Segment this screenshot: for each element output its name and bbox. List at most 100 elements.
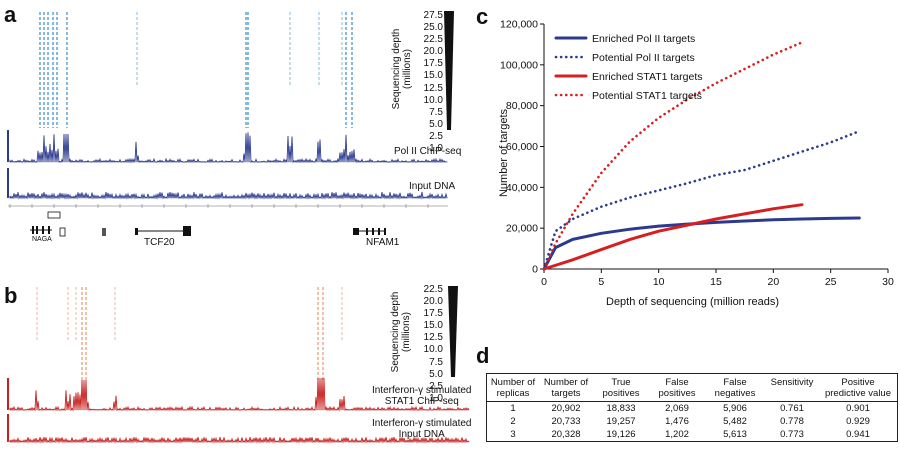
depth-wedge (448, 286, 458, 377)
panel-a-depth-tick: 10.0 (423, 94, 443, 106)
gene-exon (135, 228, 138, 235)
table-cell: 5,613 (723, 429, 747, 440)
panel-b-depth-tick: 12.5 (423, 332, 443, 344)
panel-b-track2-label-line1: Interferon-γ stimulated (372, 418, 472, 429)
table-cell: 0.773 (780, 429, 804, 440)
panel-a-gene-naga: NAGA (32, 236, 52, 243)
panel-b-track2-label-line2: Input DNA (398, 429, 445, 440)
table-cell: 1,202 (665, 429, 689, 440)
panel-a-depth-tick: 5.0 (429, 118, 443, 130)
x-tick-label: 0 (541, 276, 547, 288)
track2-signal (9, 191, 448, 200)
series-line-4 (542, 41, 804, 271)
panel-b-depth-tick: 20.0 (423, 296, 443, 308)
panel-a-depth-tick: 22.5 (423, 34, 443, 46)
series-line-1 (542, 216, 861, 271)
table-cell: 18,833 (606, 403, 636, 414)
table-cell: 20,902 (551, 403, 581, 414)
panel-b-depth-tick: 22.5 (423, 284, 443, 295)
panel-a-gene-nfam1: NFAM1 (366, 237, 400, 248)
gene-small (47, 211, 61, 219)
panel-b-track1-label-line1: Interferon-γ stimulated (372, 385, 472, 396)
table-cell: 0.761 (780, 403, 804, 414)
legend-label-1: Enriched Pol II targets (592, 33, 695, 45)
panel-a-track1-label: Pol II ChIP-seq (394, 146, 462, 157)
gene-exon (372, 228, 374, 235)
table-cell: 5,482 (723, 416, 747, 427)
th-ppv: Positive predictive value (819, 373, 898, 402)
panel-b-track2-label: Interferon-γ stimulated Input DNA (372, 418, 472, 440)
gene-exon (378, 228, 380, 235)
x-tick-label: 10 (653, 276, 665, 288)
th-targets: Number of targets (539, 373, 593, 402)
panel-b-depth-ticks: 22.5 20.0 17.5 15.0 12.5 10.0 7.5 5.0 2.5 1.0 (415, 284, 443, 405)
panel-b-track1-label-line2: STAT1 ChIP-seq (384, 396, 459, 407)
panel-a-depth-ticks: 27.5 25.0 22.5 20.0 17.5 15.0 12.5 10.0 7.5 5.0 2.… (415, 10, 443, 155)
x-tick-label: 15 (710, 276, 722, 288)
panel-b-depth-label-line1: Sequencing depth (390, 291, 401, 373)
legend-label-3: Enriched STAT1 targets (592, 71, 703, 83)
table-cell: 19,126 (606, 429, 636, 440)
series-line-2 (542, 129, 861, 271)
table-row: 2 20,733 19,257 1,476 5,482 0.778 0.929 (487, 415, 898, 428)
table-cell: 0.901 (846, 403, 870, 414)
gene-exon (353, 228, 359, 235)
y-tick-label: 100,000 (500, 59, 538, 71)
table-cell: 0.929 (846, 416, 870, 427)
th-false-neg: False negatives (705, 373, 765, 402)
panel-b-depth-label: Sequencing depth (millions) (390, 287, 414, 377)
th-replicas: Number of replicas (486, 373, 539, 402)
table-cell: 19,257 (606, 416, 636, 427)
panel-a-depth-tick: 7.5 (429, 106, 443, 118)
panel-a-depth-tick: 17.5 (423, 58, 443, 70)
gene-exon (183, 226, 191, 236)
y-tick-label: 20,000 (506, 223, 538, 235)
gene-exon (48, 226, 50, 234)
x-tick-label: 30 (882, 276, 894, 288)
track1-signal (9, 377, 470, 412)
panel-c-xlabel: Depth of sequencing (million reads) (606, 296, 780, 308)
gene-exon (42, 226, 44, 234)
depth-wedge (444, 11, 454, 130)
table-cell: 3 (510, 429, 516, 440)
panel-a-depth-tick: 27.5 (423, 10, 443, 21)
panel-b-depth-tick: 15.0 (423, 320, 443, 332)
panel-b-depth-tick: 2.5 (429, 380, 443, 392)
th-true-pos: True positives (593, 373, 649, 402)
table-cell: 20,328 (551, 429, 581, 440)
panel-a-gene-tcf20: TCF20 (144, 237, 175, 248)
panel-a-depth-tick: 2.5 (429, 130, 443, 142)
table-row: 1 20,902 18,833 2,069 5,906 0.761 0.901 (487, 402, 898, 416)
table-cell: 2 (510, 416, 516, 427)
panel-letter-a: a (4, 2, 17, 27)
table-cell: 0.778 (780, 416, 804, 427)
panel-b-browser (7, 286, 470, 444)
table-cell: 2,069 (665, 403, 689, 414)
th-sensitivity: Sensitivity (765, 373, 819, 402)
gene-small (59, 227, 66, 237)
panel-b-depth-tick: 10.0 (423, 344, 443, 356)
x-tick-label: 20 (767, 276, 779, 288)
panel-b-depth-tick: 7.5 (429, 356, 443, 368)
table-cell: 1 (510, 403, 516, 414)
panel-letter-c: c (476, 4, 489, 29)
panel-b-depth-tick: 17.5 (423, 308, 443, 320)
table-cell: 1,476 (665, 416, 689, 427)
th-false-pos: False positives (649, 373, 705, 402)
replica-stats-table: Number of replicas Number of targets Tru… (486, 373, 898, 442)
gene-exon (384, 228, 386, 235)
panel-letter-b: b (4, 283, 18, 308)
panel-b-track1-label: Interferon-γ stimulated STAT1 ChIP-seq (372, 385, 472, 407)
panel-a-depth-tick: 1.0 (429, 143, 443, 155)
panel-b-depth-label-line2: (millions) (401, 312, 412, 352)
panel-a-depth-tick: 12.5 (423, 82, 443, 94)
gene-exon (32, 226, 34, 234)
table-row: 3 20,328 19,126 1,202 5,613 0.773 0.941 (487, 428, 898, 442)
legend-label-2: Potential Pol II targets (592, 52, 695, 64)
y-tick-label: 120,000 (500, 19, 538, 31)
x-tick-label: 25 (825, 276, 837, 288)
panel-a-depth-tick: 25.0 (423, 22, 443, 34)
panel-b-depth-tick: 1.0 (429, 392, 443, 404)
panel-a-depth-tick: 20.0 (423, 46, 443, 58)
gene-exon (36, 226, 38, 234)
